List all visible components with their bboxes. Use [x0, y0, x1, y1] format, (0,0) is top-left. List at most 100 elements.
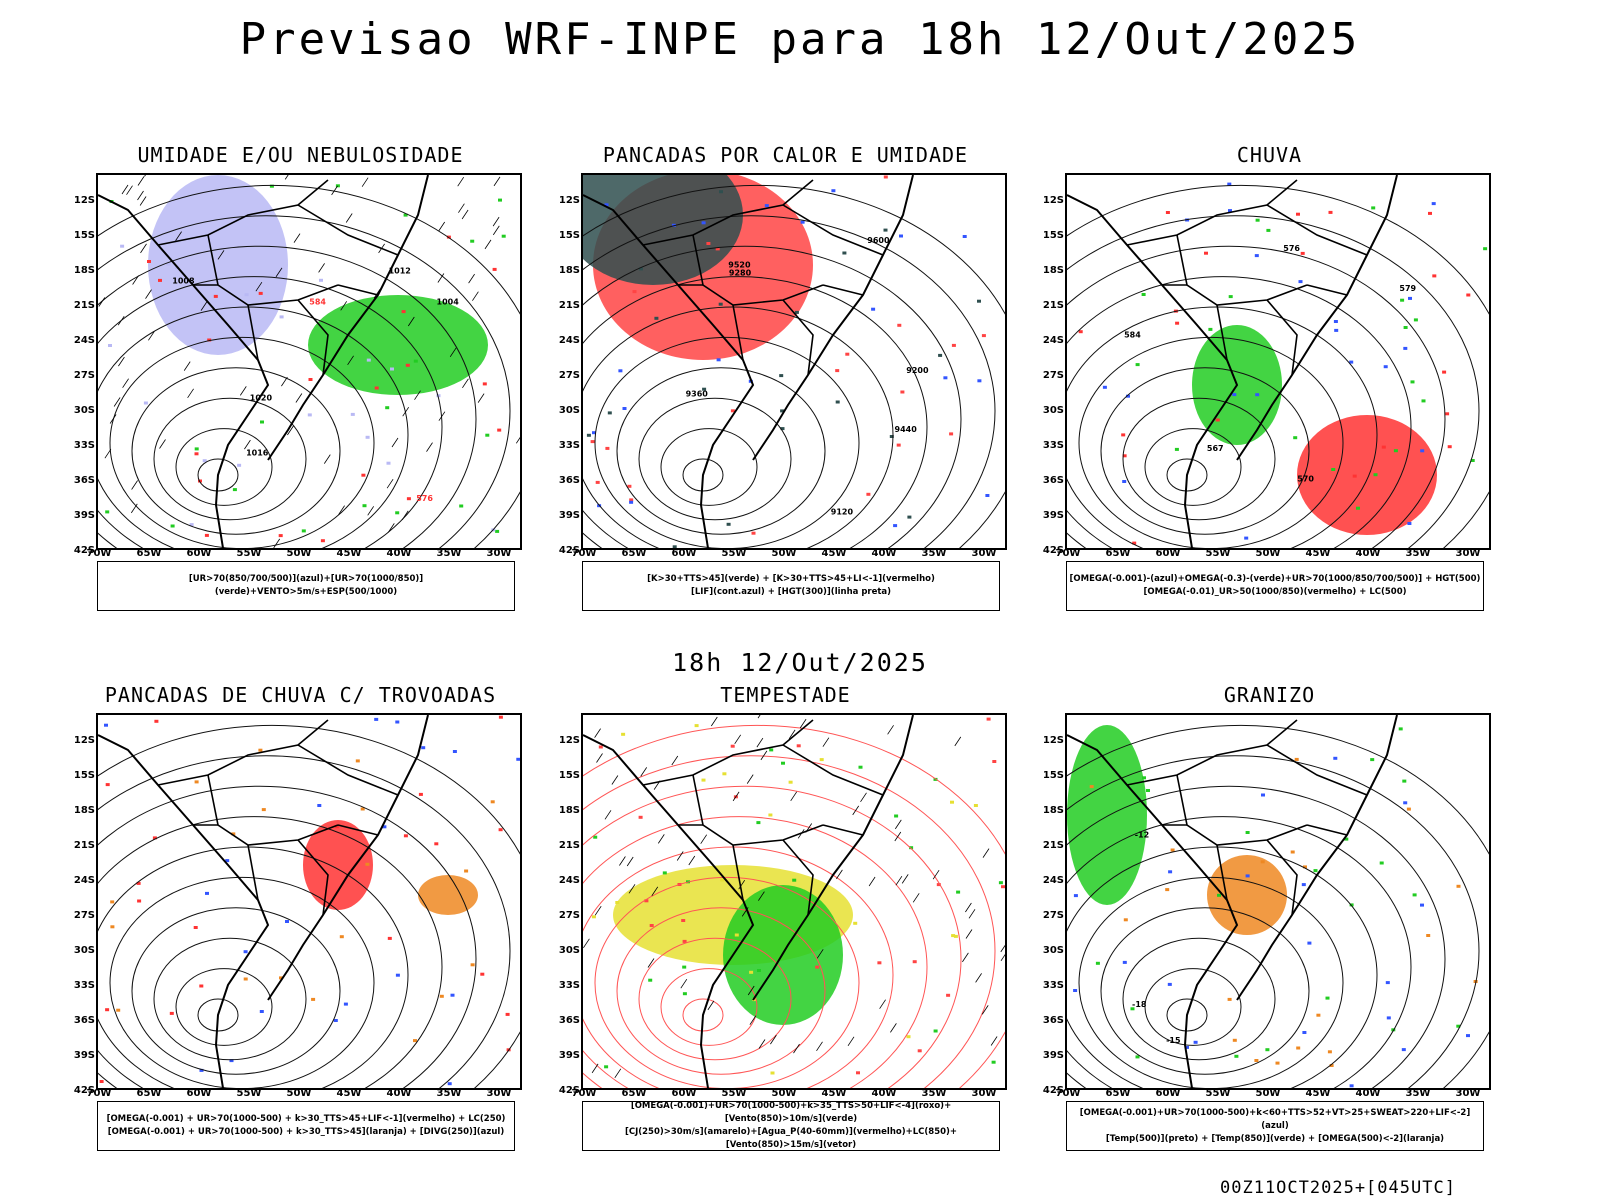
- speckle: [792, 878, 797, 882]
- speckle: [189, 523, 194, 527]
- wind-vector: [700, 834, 708, 844]
- lat-tick-label: 15S: [558, 230, 580, 241]
- wind-vector: [816, 1041, 823, 1052]
- contour-label: -15: [1166, 1036, 1181, 1045]
- speckle: [672, 545, 677, 548]
- speckle: [405, 363, 410, 367]
- speckle: [403, 213, 408, 217]
- wind-vector: [749, 1015, 757, 1025]
- lat-tick-label: 12S: [558, 195, 580, 206]
- contour-line: [1166, 458, 1208, 492]
- wind-vector: [760, 750, 768, 761]
- wind-vector: [117, 315, 125, 326]
- speckle: [1333, 756, 1338, 760]
- panel-title: CHUVA: [1236, 143, 1303, 167]
- coastline-east: [267, 175, 429, 461]
- wind-vector: [130, 503, 138, 514]
- wind-vector: [437, 273, 445, 283]
- lon-tick-label: 65W: [136, 1088, 162, 1099]
- lon-tick-label: 45W: [821, 1088, 847, 1099]
- wind-vector: [653, 780, 661, 790]
- speckle: [105, 1008, 110, 1012]
- speckle: [1302, 1031, 1307, 1034]
- country-border: [642, 719, 814, 786]
- wind-vector: [386, 478, 394, 489]
- lat-tick-label: 21S: [558, 300, 580, 311]
- speckle: [307, 413, 312, 417]
- contour-label: 584: [309, 297, 326, 306]
- speckle: [781, 761, 785, 765]
- speckle: [1204, 251, 1208, 255]
- wind-vector: [217, 250, 225, 260]
- contour-label: 9120: [831, 507, 854, 516]
- wind-vector: [273, 538, 281, 548]
- wind-vector: [187, 388, 194, 399]
- speckle: [1410, 380, 1415, 384]
- speckle: [986, 717, 991, 721]
- lat-tick-label: 27S: [558, 370, 580, 381]
- wind-vector: [113, 397, 121, 407]
- wind-vector: [484, 239, 492, 250]
- speckle: [498, 198, 502, 202]
- contour-line: [1067, 755, 1480, 1088]
- speckle: [243, 950, 248, 954]
- lon-tick-label: 50W: [771, 548, 797, 559]
- lon-tick-label: 70W: [1055, 1088, 1081, 1099]
- wind-vector: [788, 729, 796, 740]
- lon-tick-label: 40W: [1355, 548, 1381, 559]
- speckle: [339, 935, 344, 939]
- lat-tick-label: 15S: [558, 770, 580, 781]
- speckle: [1175, 321, 1180, 325]
- speckle: [498, 828, 503, 832]
- speckle: [335, 184, 340, 188]
- wind-vector: [144, 175, 146, 177]
- lon-tick-label: 50W: [1255, 1088, 1281, 1099]
- speckle: [831, 189, 836, 193]
- wind-vector: [137, 176, 145, 186]
- country-border: [157, 179, 329, 246]
- speckle: [1293, 436, 1298, 440]
- speckle: [1234, 1054, 1239, 1058]
- lat-tick-label: 36S: [1042, 1015, 1064, 1026]
- lat-tick-label: 33S: [558, 980, 580, 991]
- wind-vector: [628, 884, 636, 894]
- legend-line: [OMEGA(-0.001)+UR>70(1000-500)+k>35_TTS>…: [630, 1101, 952, 1124]
- speckle: [194, 447, 199, 451]
- legend-line: [Temp(500)](preto) + [Temp(850)](verde) …: [1105, 1133, 1445, 1144]
- speckle: [421, 746, 426, 750]
- lat-tick-label: 27S: [1042, 910, 1064, 921]
- speckle: [143, 401, 148, 405]
- speckle: [856, 1071, 860, 1075]
- speckle: [706, 242, 711, 245]
- speckle: [701, 221, 706, 225]
- speckle: [1412, 893, 1417, 897]
- wind-vector: [688, 855, 696, 866]
- speckle: [1328, 210, 1333, 214]
- contour-line: [98, 276, 443, 548]
- speckle: [120, 244, 125, 248]
- contour-line: [131, 367, 341, 535]
- speckle: [1266, 228, 1271, 232]
- lat-tick-label: 30S: [73, 945, 95, 956]
- contour-label: 1004: [437, 297, 460, 306]
- speckle: [401, 310, 406, 314]
- speckle: [794, 310, 799, 314]
- country-border: [692, 774, 824, 846]
- contour-line: [98, 816, 443, 1088]
- speckle: [726, 522, 731, 526]
- contour-label: 9600: [867, 236, 890, 245]
- wind-vector: [982, 848, 990, 858]
- panel-title: TEMPESTADE: [720, 683, 851, 707]
- wind-vector: [596, 753, 603, 763]
- lat-tick-label: 39S: [558, 1050, 580, 1061]
- speckle: [1217, 893, 1221, 897]
- legend-line: [OMEGA(-0.001)+UR>70(1000-500)+k<60+TTS>…: [1079, 1107, 1471, 1131]
- speckle: [1408, 296, 1412, 300]
- contour-line: [1144, 968, 1242, 1046]
- map-panel: TEMPESTADE 12S 15S 18S 21S 24S 27S 30S 33S 36S 39S…: [538, 683, 1033, 1163]
- map-frame: -12 -15 -18: [1065, 713, 1491, 1090]
- wind-vector: [239, 386, 247, 396]
- lon-tick-label: 30W: [486, 1088, 512, 1099]
- wind-vector: [109, 414, 117, 424]
- speckle: [385, 406, 390, 410]
